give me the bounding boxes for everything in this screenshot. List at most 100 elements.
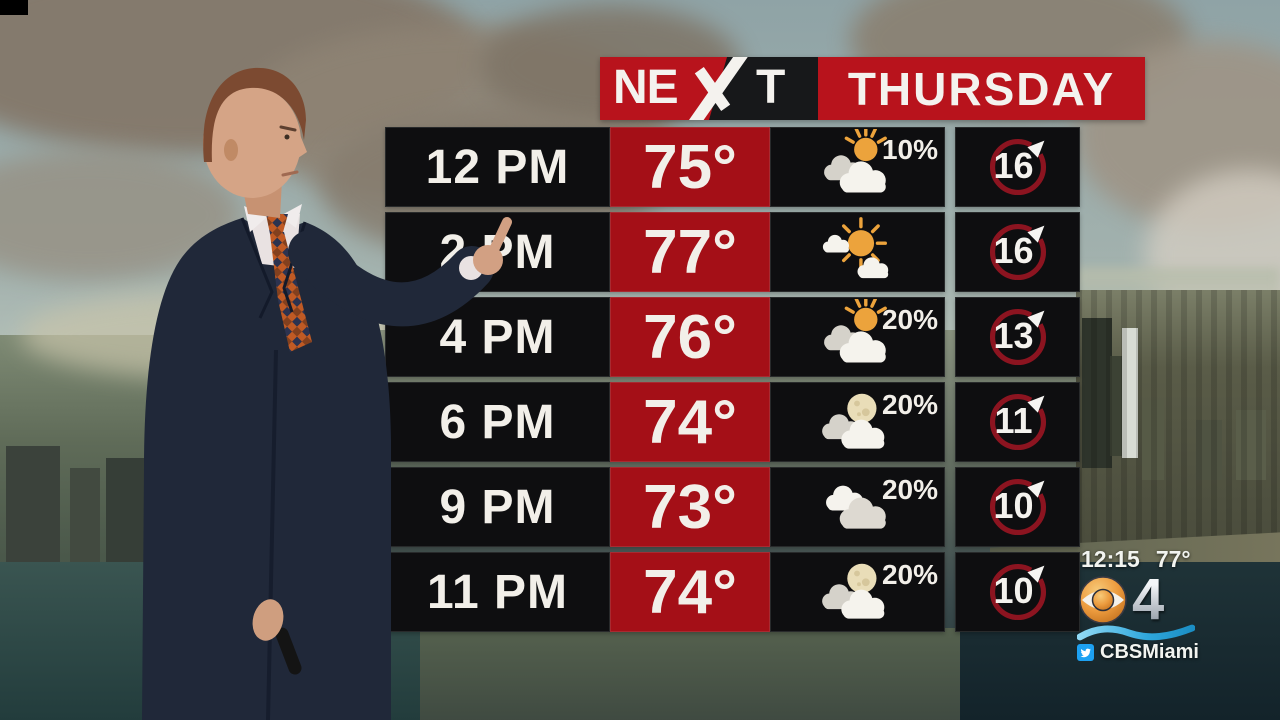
wave-swoosh-icon bbox=[1077, 624, 1195, 641]
condition-cell: 10% bbox=[770, 127, 945, 207]
wind-direction-icon bbox=[989, 223, 1046, 281]
moon-behind-cloud-icon bbox=[821, 563, 884, 619]
precip-chance: 20% bbox=[881, 474, 938, 505]
wind-speed: 10 bbox=[993, 570, 1034, 612]
time-label: 4 PM bbox=[439, 310, 556, 364]
time-cell: 6 PM bbox=[385, 382, 610, 462]
shirt-collar bbox=[280, 204, 302, 228]
shoreline-land bbox=[420, 628, 1020, 720]
neck bbox=[240, 176, 282, 218]
station-logo: 4 bbox=[1073, 567, 1233, 632]
forecast-row: 2 PM 77° 16 bbox=[385, 212, 1080, 292]
tie-knot bbox=[266, 214, 288, 236]
precip-chance: 20% bbox=[881, 389, 938, 420]
wind-cell: 11 bbox=[955, 382, 1080, 462]
building-silhouette bbox=[1082, 318, 1112, 468]
forecast-rows: 12 PM 75° 10% 16 2 PM 77° bbox=[385, 127, 1080, 637]
building-silhouette bbox=[6, 446, 60, 568]
moon-behind-cloud-icon bbox=[821, 393, 884, 449]
building-silhouette bbox=[1196, 420, 1222, 480]
twitter-bird-icon bbox=[1077, 644, 1094, 661]
building-silhouette bbox=[106, 458, 148, 570]
forecast-row: 4 PM 76° 20% 13 bbox=[385, 297, 1080, 377]
time-cell: 12 PM bbox=[385, 127, 610, 207]
condition-cell: 20% bbox=[770, 297, 945, 377]
temperature-value: 76° bbox=[643, 302, 737, 372]
forecast-row: 11 PM 74° 20% 10 bbox=[385, 552, 1080, 632]
building-silhouette bbox=[70, 468, 100, 568]
time-label: 9 PM bbox=[439, 480, 556, 534]
wind-speed: 13 bbox=[993, 315, 1034, 357]
wind-speed: 10 bbox=[993, 485, 1034, 527]
time-cell: 4 PM bbox=[385, 297, 610, 377]
time-cell: 2 PM bbox=[385, 212, 610, 292]
mostly-sunny-icon bbox=[822, 217, 888, 279]
temperature-value: 74° bbox=[643, 387, 737, 457]
lapel-mic bbox=[319, 265, 325, 271]
time-cell: 11 PM bbox=[385, 552, 610, 632]
forecast-row: 12 PM 75° 10% 16 bbox=[385, 127, 1080, 207]
sun-behind-cloud-icon bbox=[823, 129, 887, 193]
building-silhouette bbox=[1122, 328, 1138, 458]
condition-cell bbox=[770, 212, 945, 292]
forecast-row: 6 PM 74° 20% 11 bbox=[385, 382, 1080, 462]
shirt-collar bbox=[244, 206, 268, 232]
cloud bbox=[0, 150, 240, 280]
title-banner: NE T THURSDAY bbox=[600, 57, 1145, 120]
temperature-value: 75° bbox=[643, 132, 737, 202]
current-temp: 77° bbox=[1155, 546, 1191, 572]
wind-cell: 16 bbox=[955, 127, 1080, 207]
time-temp-readout: 12:15 77° bbox=[1073, 546, 1233, 573]
city-skyline bbox=[1076, 290, 1280, 550]
channel-number: 4 bbox=[1132, 567, 1165, 632]
temperature-cell: 77° bbox=[610, 212, 770, 292]
sun-behind-cloud-icon bbox=[823, 299, 887, 363]
temperature-cell: 73° bbox=[610, 467, 770, 547]
building-silhouette bbox=[1142, 400, 1164, 480]
building-silhouette bbox=[154, 488, 190, 570]
temperature-cell: 74° bbox=[610, 552, 770, 632]
next-logo-letters: T bbox=[756, 61, 785, 114]
wind-cell: 16 bbox=[955, 212, 1080, 292]
wind-cell: 10 bbox=[955, 552, 1080, 632]
wind-cell: 10 bbox=[955, 467, 1080, 547]
cloudy-icon bbox=[825, 485, 886, 529]
wind-speed: 11 bbox=[994, 400, 1033, 442]
precip-chance: 20% bbox=[881, 559, 938, 590]
temperature-value: 77° bbox=[643, 217, 737, 287]
temperature-value: 73° bbox=[643, 472, 737, 542]
social-row: CBSMiami bbox=[1073, 641, 1233, 664]
condition-cell: 20% bbox=[770, 552, 945, 632]
temperature-value: 74° bbox=[643, 557, 737, 627]
clock: 12:15 bbox=[1081, 546, 1140, 572]
wind-speed: 16 bbox=[993, 230, 1034, 272]
cbs-eye-icon bbox=[1079, 576, 1127, 624]
precip-chance: 20% bbox=[881, 304, 938, 335]
time-cell: 9 PM bbox=[385, 467, 610, 547]
wind-direction-icon bbox=[989, 393, 1046, 451]
wind-direction-icon bbox=[989, 138, 1046, 196]
time-label: 12 PM bbox=[425, 140, 570, 194]
shirt bbox=[248, 214, 300, 268]
wind-direction-icon bbox=[989, 478, 1046, 536]
haze bbox=[20, 290, 440, 380]
condition-cell: 20% bbox=[770, 382, 945, 462]
temperature-cell: 76° bbox=[610, 297, 770, 377]
next-brand-logo: NE T bbox=[600, 57, 818, 120]
time-label: 6 PM bbox=[439, 395, 556, 449]
wind-direction-icon bbox=[989, 308, 1046, 366]
forecast-row: 9 PM 73° 20% 10 bbox=[385, 467, 1080, 547]
condition-cell: 20% bbox=[770, 467, 945, 547]
station-bug: 12:15 77° 4 bbox=[1073, 546, 1233, 664]
temperature-cell: 75° bbox=[610, 127, 770, 207]
time-label: 2 PM bbox=[439, 225, 556, 279]
temperature-cell: 74° bbox=[610, 382, 770, 462]
time-label: 11 PM bbox=[426, 565, 569, 619]
letterbox-artifact bbox=[0, 0, 28, 15]
wind-cell: 13 bbox=[955, 297, 1080, 377]
building-silhouette bbox=[1236, 410, 1266, 480]
precip-chance: 10% bbox=[881, 134, 938, 165]
social-handle: CBSMiami bbox=[1100, 641, 1199, 663]
wind-direction-icon bbox=[989, 563, 1046, 621]
